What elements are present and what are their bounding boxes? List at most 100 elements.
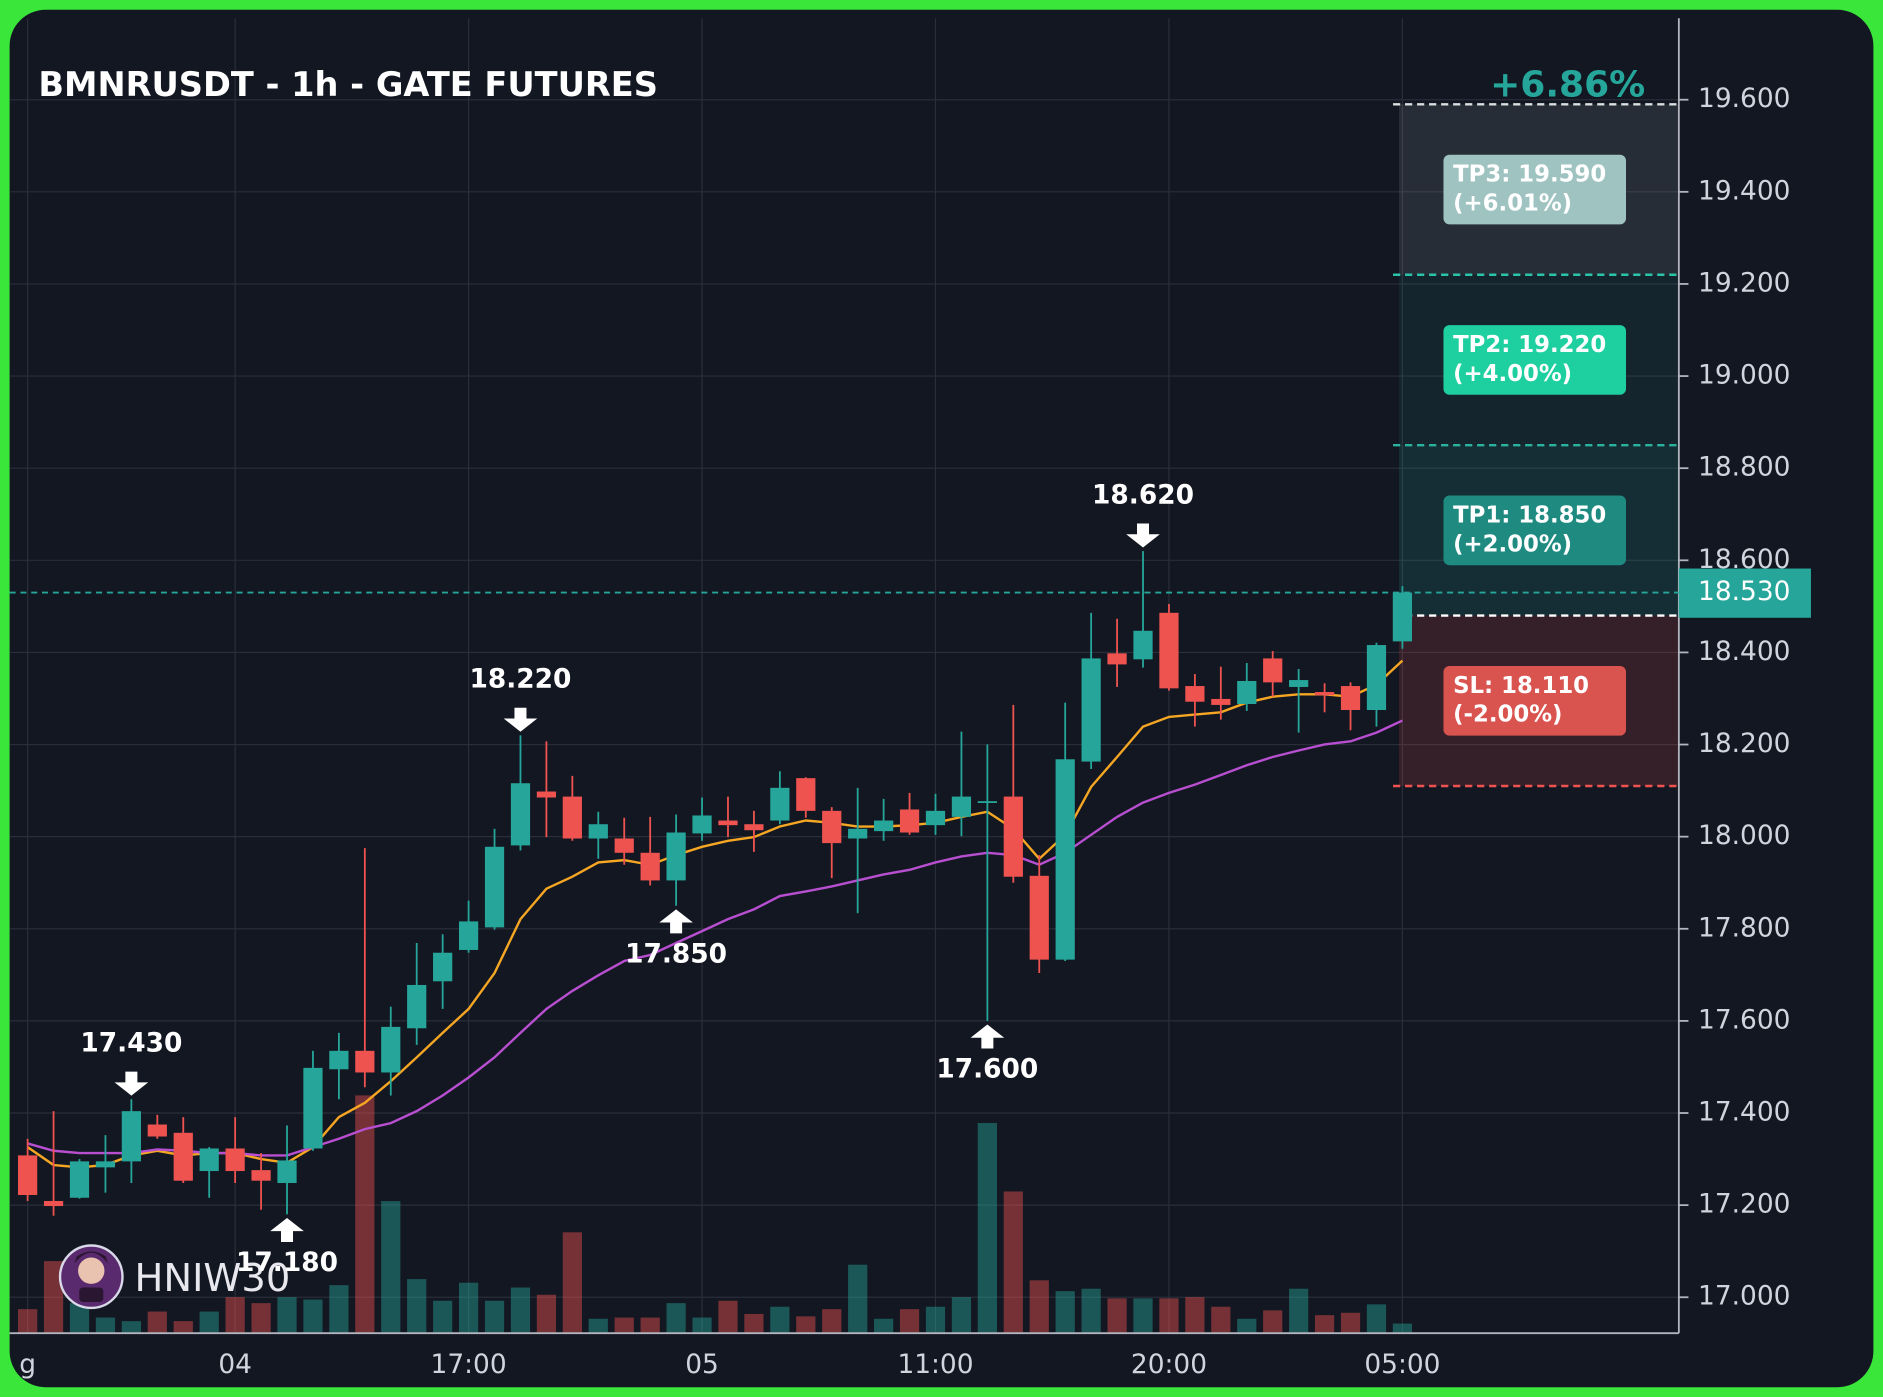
candle-body bbox=[1289, 680, 1309, 687]
candle-body bbox=[69, 1161, 90, 1198]
watermark: HNIW30 bbox=[58, 1244, 291, 1310]
candle-body bbox=[1237, 680, 1257, 705]
candle-body bbox=[303, 1067, 323, 1149]
y-tick-label: 19.200 bbox=[1698, 267, 1790, 298]
volume-bar bbox=[1107, 1298, 1127, 1334]
volume-bar bbox=[303, 1299, 323, 1334]
candle-body bbox=[718, 820, 738, 826]
volume-bar bbox=[977, 1123, 997, 1334]
x-tick-label: 20:00 bbox=[1131, 1349, 1207, 1380]
x-tick-label: 04 bbox=[218, 1349, 252, 1380]
volume-bar bbox=[95, 1317, 116, 1334]
candle-body bbox=[121, 1111, 141, 1162]
annotation-arrow bbox=[970, 1024, 1005, 1049]
y-tick-label: 17.200 bbox=[1698, 1189, 1790, 1220]
candle-body bbox=[510, 783, 531, 846]
volume-bar bbox=[381, 1201, 401, 1334]
volume-bar bbox=[510, 1287, 531, 1334]
annotation-label: 18.220 bbox=[470, 664, 572, 695]
candle-body bbox=[199, 1148, 219, 1172]
annotation-label: 17.180 bbox=[236, 1247, 338, 1278]
level-box bbox=[1443, 154, 1627, 225]
volume-bar bbox=[692, 1317, 712, 1334]
level-label: SL: 18.110 bbox=[1453, 673, 1589, 699]
candle-body bbox=[614, 838, 634, 853]
candle-body bbox=[355, 1050, 375, 1073]
level-sub: (+4.00%) bbox=[1453, 361, 1572, 387]
level-label: TP2: 19.220 bbox=[1453, 332, 1606, 358]
candles bbox=[18, 551, 1413, 1216]
level-sub: (-2.00%) bbox=[1453, 702, 1562, 728]
candle-body bbox=[1185, 686, 1205, 702]
chart-title: BMNRUSDT - 1h - GATE FUTURES bbox=[38, 65, 658, 104]
volume-bar bbox=[562, 1232, 582, 1334]
candle-body bbox=[225, 1148, 245, 1172]
volume-bar bbox=[1392, 1323, 1413, 1334]
volume-bar bbox=[951, 1297, 972, 1334]
candle-body bbox=[562, 796, 582, 839]
candle-body bbox=[640, 852, 660, 881]
candle-body bbox=[329, 1050, 349, 1070]
volume-bar bbox=[718, 1300, 738, 1334]
volume-bar bbox=[744, 1313, 764, 1334]
annotation-label: 18.620 bbox=[1092, 479, 1194, 510]
candle-body bbox=[1366, 645, 1387, 710]
change-label: +6.86% bbox=[1490, 65, 1645, 106]
candle-body bbox=[1003, 796, 1023, 877]
volume-bar bbox=[433, 1300, 453, 1334]
candle-body bbox=[95, 1161, 116, 1168]
volume-bar bbox=[796, 1316, 816, 1334]
avatar-body bbox=[79, 1287, 104, 1302]
x-tick-label: 05:00 bbox=[1364, 1349, 1440, 1380]
volume-bar bbox=[874, 1318, 894, 1334]
y-tick-label: 19.600 bbox=[1698, 83, 1790, 114]
level-box bbox=[1443, 325, 1627, 395]
volume-bar bbox=[147, 1311, 167, 1334]
annotation-arrow bbox=[114, 1071, 149, 1096]
level-label: TP1: 18.850 bbox=[1453, 502, 1606, 528]
candle-body bbox=[1392, 592, 1413, 642]
level-sub: (+2.00%) bbox=[1453, 531, 1572, 557]
volume-bar bbox=[225, 1297, 245, 1334]
candle-body bbox=[1133, 630, 1153, 660]
x-tick-label: 11:00 bbox=[897, 1349, 973, 1380]
volume-bar bbox=[640, 1317, 660, 1334]
y-tick-label: 17.800 bbox=[1698, 912, 1790, 943]
candle-body bbox=[1211, 698, 1231, 705]
volume-bar bbox=[614, 1317, 634, 1334]
volume-bar bbox=[355, 1095, 375, 1334]
candle-body bbox=[1055, 759, 1075, 960]
candle-body bbox=[796, 778, 816, 811]
y-tick-label: 19.000 bbox=[1698, 360, 1790, 391]
volume-bar bbox=[822, 1309, 842, 1334]
moving-average bbox=[27, 719, 1403, 1157]
grid bbox=[9, 18, 1679, 1334]
candle-body bbox=[692, 815, 712, 834]
volume-bar bbox=[1133, 1298, 1153, 1334]
moving-average bbox=[26, 659, 1404, 1169]
candle-body bbox=[1029, 875, 1049, 960]
candle-body bbox=[951, 796, 972, 817]
watermark-text: HNIW30 bbox=[135, 1256, 291, 1301]
candle-body bbox=[770, 787, 790, 821]
annotation-arrow bbox=[503, 707, 538, 732]
candle-body bbox=[381, 1026, 401, 1073]
candle-body bbox=[588, 824, 608, 839]
candle-body bbox=[1107, 653, 1127, 665]
candle-body bbox=[147, 1124, 167, 1137]
moving-averages bbox=[26, 659, 1404, 1169]
candle-body bbox=[173, 1132, 193, 1181]
candle-body bbox=[1081, 658, 1101, 762]
volume-bar bbox=[1159, 1298, 1179, 1334]
x-tick-label: 17:00 bbox=[431, 1349, 507, 1380]
last-price-label: 18.530 bbox=[1698, 576, 1790, 607]
candle-body bbox=[1159, 612, 1179, 689]
annotation-arrow bbox=[270, 1217, 304, 1242]
volume-bar bbox=[1289, 1288, 1309, 1334]
volume-bar bbox=[1185, 1297, 1205, 1334]
y-tick-label: 17.000 bbox=[1698, 1281, 1790, 1312]
volume-bar bbox=[1340, 1312, 1361, 1334]
y-tick-label: 18.000 bbox=[1698, 820, 1790, 851]
